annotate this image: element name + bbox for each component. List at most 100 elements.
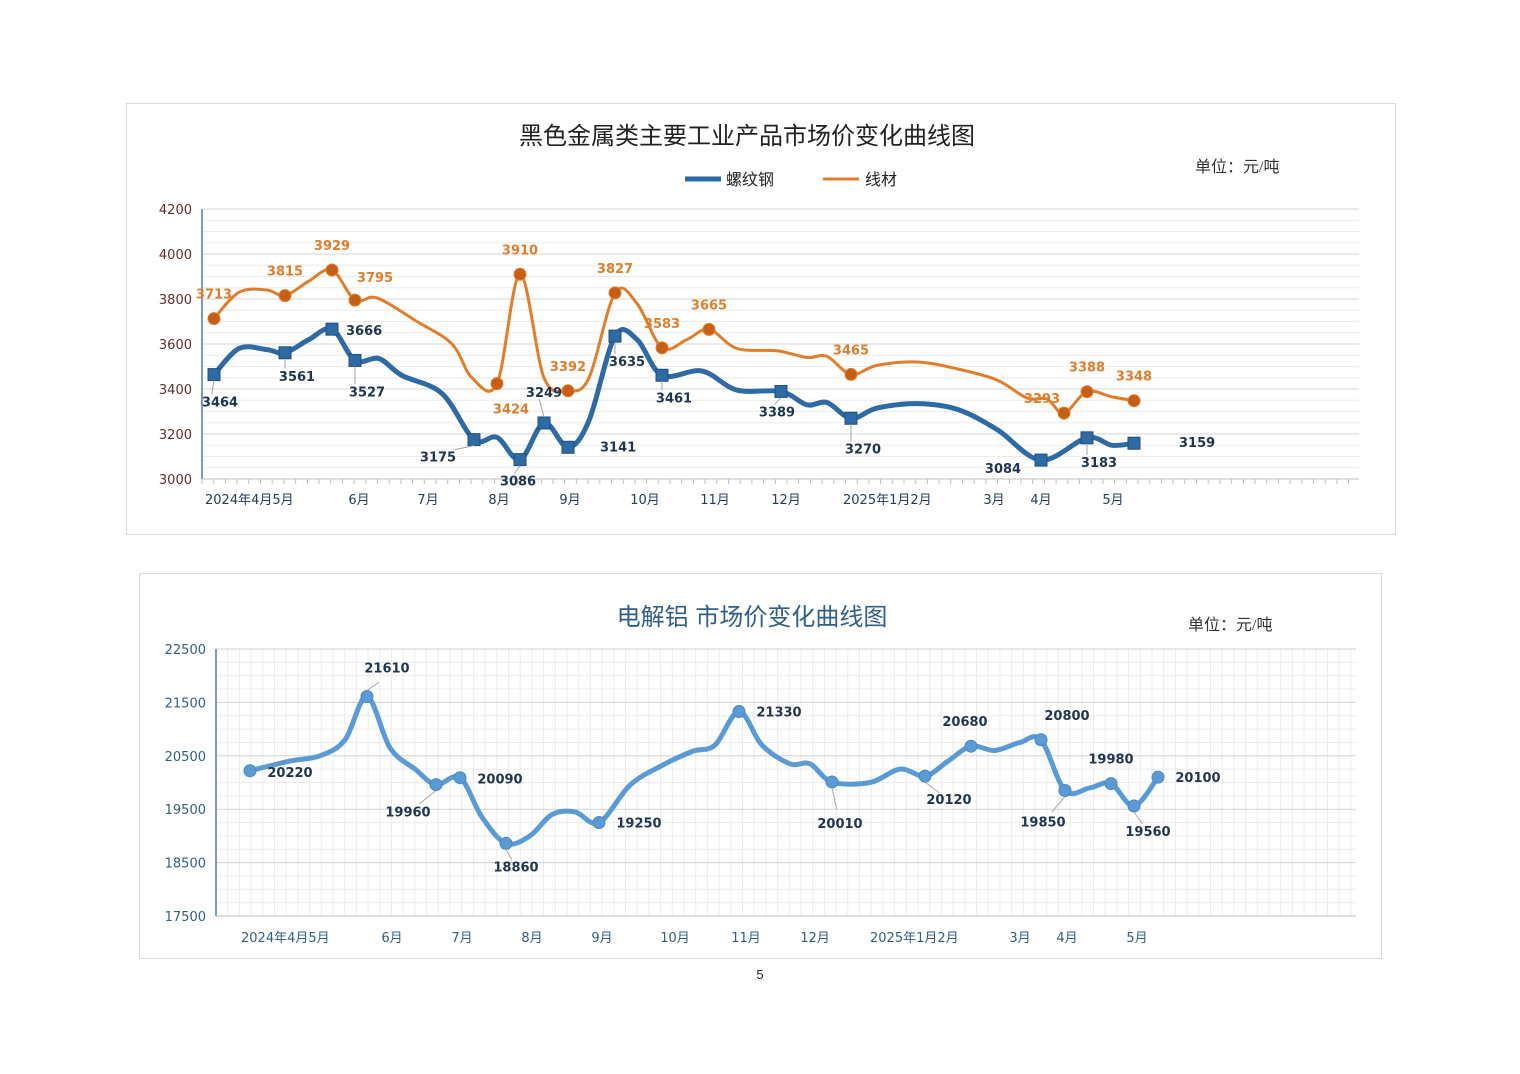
legend-label-rebar: 螺纹钢: [726, 170, 774, 189]
unit-label: 单位：元/吨: [1188, 616, 1272, 634]
data-label-rebar: 3270: [845, 442, 881, 457]
y-tick-label: 3800: [159, 293, 192, 308]
x-tick-label: 5月: [1126, 931, 1147, 946]
x-tick-label: 2025年1月2月: [843, 493, 932, 508]
data-label-wire: 3348: [1116, 370, 1152, 385]
data-point-aluminum: [499, 836, 513, 850]
leader-line: [538, 398, 545, 418]
data-label-wire: 3910: [502, 243, 538, 258]
x-tick-label: 3月: [1009, 931, 1030, 946]
data-point-aluminum: [732, 704, 746, 718]
data-point-aluminum: [1034, 733, 1048, 747]
data-label-rebar: 3635: [609, 355, 645, 370]
data-point-rebar: [1034, 453, 1048, 467]
data-point-aluminum: [1151, 770, 1165, 784]
data-point-wire: [278, 289, 292, 303]
data-label-rebar: 3464: [202, 396, 238, 411]
data-point-aluminum: [1127, 799, 1141, 813]
data-label-aluminum: 20090: [477, 773, 522, 788]
data-point-rebar: [325, 322, 339, 336]
legend-label-wire: 线材: [865, 170, 897, 189]
data-label-rebar: 3461: [656, 391, 692, 406]
x-tick-label: 8月: [521, 931, 542, 946]
data-label-wire: 3665: [691, 298, 727, 313]
leader-line: [513, 465, 521, 474]
data-point-wire: [655, 341, 669, 355]
y-tick-label: 3200: [159, 428, 192, 443]
leader-line: [418, 790, 437, 805]
aluminum-price-chart: 电解铝 市场价变化曲线图 单位：元/吨 17500 18500 19500 20500…: [139, 573, 1382, 959]
data-label-wire: 3293: [1024, 392, 1060, 407]
x-tick-label: 2025年1月2月: [870, 931, 959, 946]
data-point-rebar: [348, 353, 362, 367]
x-tick-label: 7月: [451, 931, 472, 946]
data-label-aluminum: 18860: [493, 860, 538, 875]
data-label-wire: 3465: [833, 343, 869, 358]
chart-title: 黑色金属类主要工业产品市场价变化曲线图: [519, 123, 975, 150]
data-label-rebar: 3527: [349, 385, 385, 400]
x-tick-label: 12月: [771, 493, 801, 508]
data-label-aluminum: 20120: [926, 793, 971, 808]
steel-price-chart: 黑色金属类主要工业产品市场价变化曲线图 单位：元/吨 螺纹钢 线材 3000 32…: [126, 103, 1396, 535]
data-point-aluminum: [1104, 777, 1118, 791]
data-point-rebar: [655, 368, 669, 382]
data-point-rebar: [608, 329, 622, 343]
leader-line: [924, 781, 940, 794]
x-tick-label: 10月: [660, 931, 690, 946]
plot-area: 17500 18500 19500 20500 21500 22500 2024年4月5月 6…: [165, 643, 1356, 946]
data-point-aluminum: [360, 690, 374, 704]
data-point-rebar: [278, 346, 292, 360]
unit-label: 单位：元/吨: [1195, 158, 1279, 176]
leader-line: [1051, 796, 1066, 813]
data-label-rebar: 3389: [759, 405, 795, 420]
leader-line: [366, 681, 380, 691]
data-label-rebar: 3175: [420, 451, 456, 466]
data-point-rebar: [1127, 436, 1141, 450]
x-tick-label: 9月: [559, 493, 580, 508]
data-label-aluminum: 19850: [1020, 816, 1065, 831]
data-label-aluminum: 19960: [385, 806, 430, 821]
data-label-wire: 3929: [314, 239, 350, 254]
data-point-wire: [207, 312, 221, 326]
data-label-aluminum: 19980: [1088, 753, 1133, 768]
y-tick-label: 22500: [165, 643, 206, 658]
data-point-rebar: [537, 416, 551, 430]
x-tick-label: 6月: [381, 931, 402, 946]
data-label-aluminum: 20800: [1044, 709, 1089, 724]
data-label-wire: 3713: [196, 288, 232, 303]
leader-line: [454, 445, 475, 451]
data-point-aluminum: [243, 764, 257, 778]
y-tick-label: 21500: [165, 696, 206, 711]
data-label-rebar: 3249: [526, 386, 562, 401]
data-label-wire: 3815: [267, 265, 303, 280]
y-tick-label: 20500: [165, 750, 206, 765]
data-point-wire: [1057, 406, 1071, 420]
x-tick-label: 6月: [348, 493, 369, 508]
data-point-wire: [513, 267, 527, 281]
x-tick-label: 2024年4月5月: [241, 931, 330, 946]
page-number: 5: [756, 967, 764, 982]
data-point-wire: [1127, 394, 1141, 408]
data-label-rebar: 3086: [500, 475, 536, 490]
data-label-aluminum: 21330: [756, 705, 801, 720]
data-label-rebar: 3666: [346, 324, 382, 339]
leader-line: [774, 397, 782, 405]
data-point-aluminum: [429, 778, 443, 792]
data-label-aluminum: 20010: [817, 817, 862, 832]
data-label-rebar: 3561: [279, 370, 315, 385]
data-label-aluminum: 20680: [942, 715, 987, 730]
y-tick-label: 17500: [165, 910, 206, 925]
x-tick-label: 12月: [800, 931, 830, 946]
data-label-rebar: 3084: [985, 462, 1021, 477]
data-point-aluminum: [964, 739, 978, 753]
x-tick-label: 11月: [700, 493, 730, 508]
data-label-wire: 3392: [550, 360, 586, 375]
x-tick-label: 9月: [591, 931, 612, 946]
x-tick-label: 5月: [1102, 493, 1123, 508]
data-point-wire: [490, 377, 504, 391]
y-tick-label: 19500: [165, 803, 206, 818]
data-point-rebar: [774, 384, 788, 398]
x-tick-label: 3月: [983, 493, 1004, 508]
leader-line: [505, 849, 513, 861]
steel-chart-svg: 黑色金属类主要工业产品市场价变化曲线图 单位：元/吨 螺纹钢 线材 3000 32…: [159, 123, 1359, 508]
